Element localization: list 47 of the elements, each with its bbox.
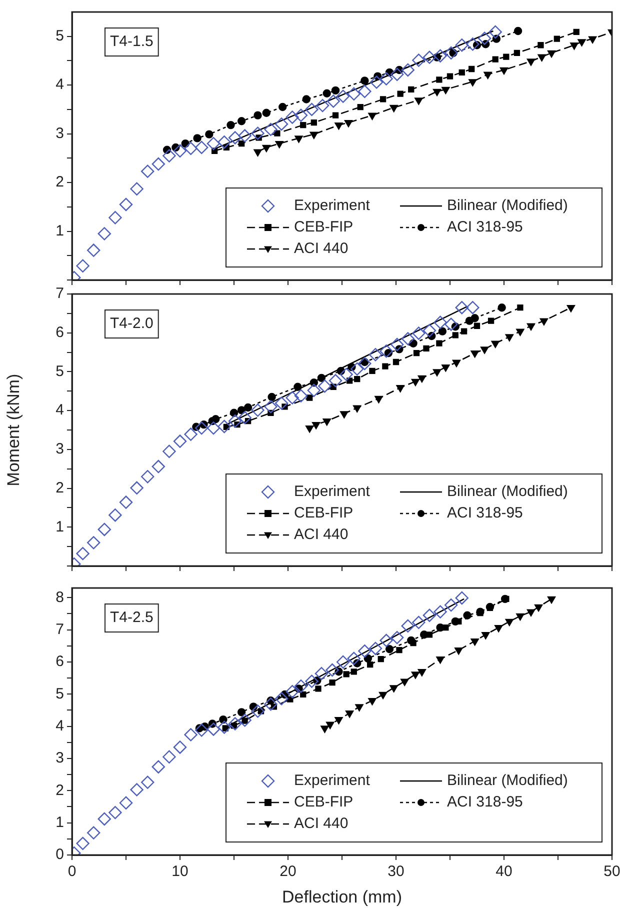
y-tick-label: 5 [56,685,64,702]
y-tick-label: 7 [56,285,64,302]
y-tick-label: 4 [56,717,64,734]
y-tick-label: 4 [56,402,64,419]
x-axis-title: Deflection (mm) [282,887,402,906]
y-tick-label: 4 [56,76,64,94]
y-tick-label: 2 [56,782,64,799]
legend-label: CEB-FIP [294,504,354,522]
x-tick-label: 10 [172,863,188,880]
y-axis-title: Moment (kNm) [4,374,23,486]
text: T4-1.5 [110,33,154,50]
x-tick-label: 30 [388,863,404,880]
y-tick-label: 5 [56,28,64,45]
legend-label: Bilinear (Modified) [447,483,568,500]
legend-label: Bilinear (Modified) [447,772,568,790]
y-tick-label: 3 [56,124,64,142]
y-tick-label: 7 [56,620,64,638]
text: T4-2.0 [110,315,154,332]
legend-label: CEB-FIP [294,218,354,236]
legend-label: Experiment [294,197,371,214]
legend-label: Experiment [294,483,371,500]
y-tick-label: 1 [56,222,64,240]
y-tick-label: 6 [56,324,64,341]
legend-label: ACI 318-95 [447,218,523,236]
y-tick-label: 3 [56,440,64,458]
text: T4-2.5 [110,609,154,626]
x-tick-label: 50 [604,863,620,880]
y-tick-label: 5 [56,362,64,380]
y-tick-label: 1 [56,518,64,536]
y-tick-label: 1 [56,814,64,831]
legend-label: Bilinear (Modified) [447,197,568,214]
legend-label: ACI 440 [294,526,348,544]
legend-label: CEB-FIP [294,794,354,811]
y-tick-label: 2 [56,174,64,191]
y-tick-label: 8 [56,588,64,606]
legend-label: ACI 440 [294,815,348,832]
legend-label: ACI 440 [294,240,348,258]
y-tick-label: 2 [56,479,64,496]
x-tick-label: 40 [496,863,512,880]
legend-label: Experiment [294,772,371,790]
y-tick-label: 0 [56,846,64,864]
legend-label: ACI 318-95 [447,794,523,811]
legend-label: ACI 318-95 [447,504,523,522]
x-tick-label: 0 [68,863,76,880]
x-tick-label: 20 [280,863,296,880]
y-tick-label: 3 [56,750,64,767]
y-tick-label: 6 [56,653,64,670]
